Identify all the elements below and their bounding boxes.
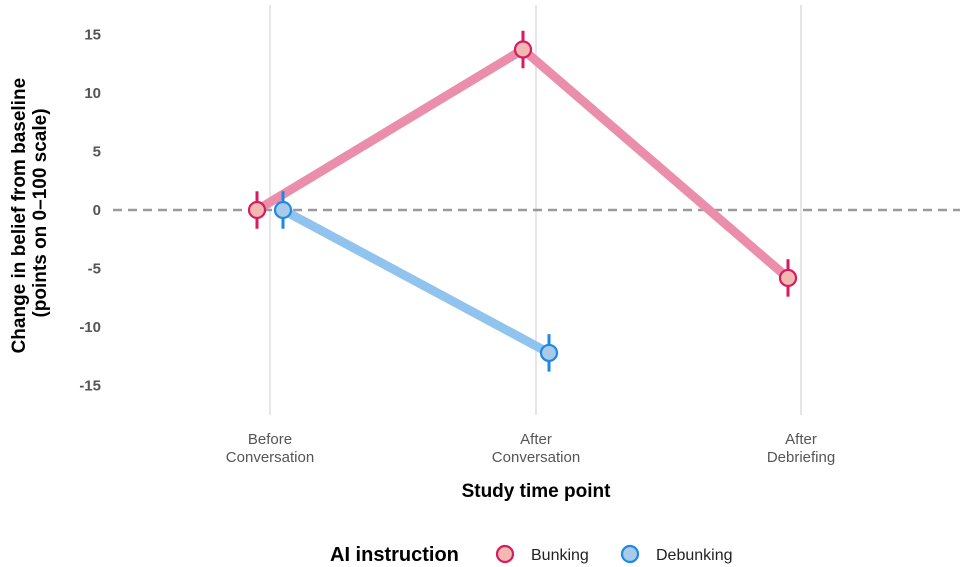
bunking-point [247, 200, 267, 220]
x-tick-label-line: Before [248, 431, 292, 448]
y-axis-title: Change in belief from baseline (points o… [9, 73, 51, 354]
y-tick-label: 0 [93, 202, 101, 219]
x-tick-label-line: After [785, 431, 817, 448]
x-tick-label: After Conversation [492, 431, 580, 466]
bunking-legend-label: Bunking [531, 547, 589, 564]
x-tick-label-line: After [520, 431, 552, 448]
y-axis-title-line-2: (points on 0–100 scale) [30, 108, 51, 317]
bunking-point [513, 40, 533, 59]
y-tick-label: 10 [84, 85, 101, 102]
legend-title: AI instruction [330, 544, 459, 566]
legend-items: Bunking Debunking [495, 544, 733, 564]
debunking-point [539, 343, 559, 363]
y-tick-label: 5 [93, 143, 101, 160]
debunking-series-line [278, 205, 554, 358]
debunking-legend-swatch [620, 544, 640, 564]
debunking-point [273, 200, 293, 220]
y-tick-label: -5 [88, 261, 101, 278]
y-tick-label: 15 [84, 26, 101, 43]
y-axis-title-line-1: Change in belief from baseline [9, 78, 30, 354]
error-bars-layer [255, 30, 790, 372]
x-tick-label: After Debriefing [767, 431, 835, 466]
legend: AI instruction Bunking Debunking [330, 544, 733, 566]
series-lines-layer [252, 45, 793, 358]
debunking-legend-label: Debunking [656, 547, 733, 564]
points-layer [247, 40, 798, 363]
x-tick-label-line: Conversation [492, 449, 580, 466]
x-tick-label: Before Conversation [226, 431, 314, 466]
y-tick-label: -10 [79, 319, 101, 336]
x-tick-label-line: Debriefing [767, 449, 835, 466]
svg-text:Change in belief from baseline: Change in belief from baseline (points o… [9, 73, 51, 354]
bunking-legend-swatch [495, 544, 515, 564]
x-axis-title: Study time point [462, 481, 612, 502]
y-tick-label: -15 [79, 378, 101, 395]
bunking-point [778, 268, 798, 288]
x-tick-label-line: Conversation [226, 449, 314, 466]
y-tick-labels: -15 -10 -5 0 5 10 15 [79, 26, 101, 394]
